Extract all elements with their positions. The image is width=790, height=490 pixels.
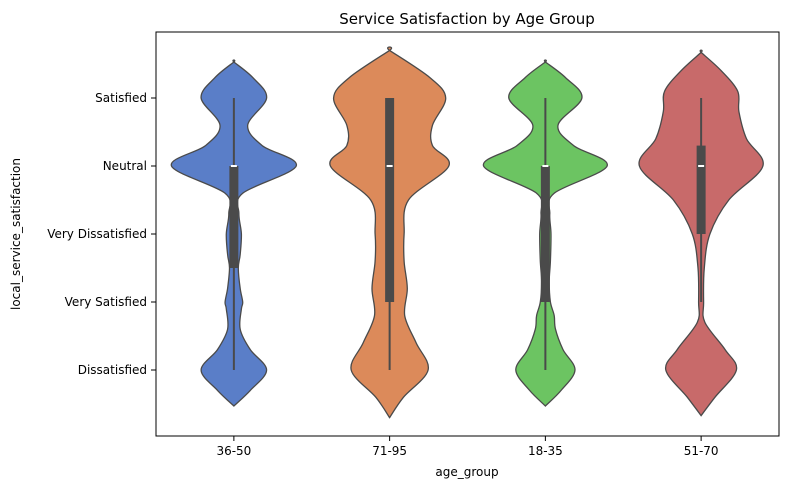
y-axis: Satisfied Neutral Very Dissatisfied Very Sa… [47,91,156,377]
iqr-box-71-95 [385,98,395,302]
plot-area [170,46,764,419]
x-axis-label: age_group [435,465,498,479]
x-tick-label: 18-35 [528,444,563,458]
iqr-box-51-70 [696,145,706,234]
y-tick-label: Satisfied [95,91,147,105]
iqr-box-18-35 [540,166,550,302]
x-tick-label: 71-95 [372,444,407,458]
y-tick-label: Very Dissatisfied [47,227,147,241]
x-tick-label: 36-50 [216,444,251,458]
y-tick-label: Neutral [103,159,147,173]
x-tick-label: 51-70 [684,444,719,458]
chart-title: Service Satisfaction by Age Group [339,10,595,28]
y-tick-label: Dissatisfied [78,363,147,377]
y-tick-label: Very Satisfied [65,295,147,309]
iqr-box-36-50 [229,166,239,268]
y-axis-label: local_service_satisfaction [9,158,23,310]
x-axis: 36-50 71-95 18-35 51-70 [216,436,719,458]
